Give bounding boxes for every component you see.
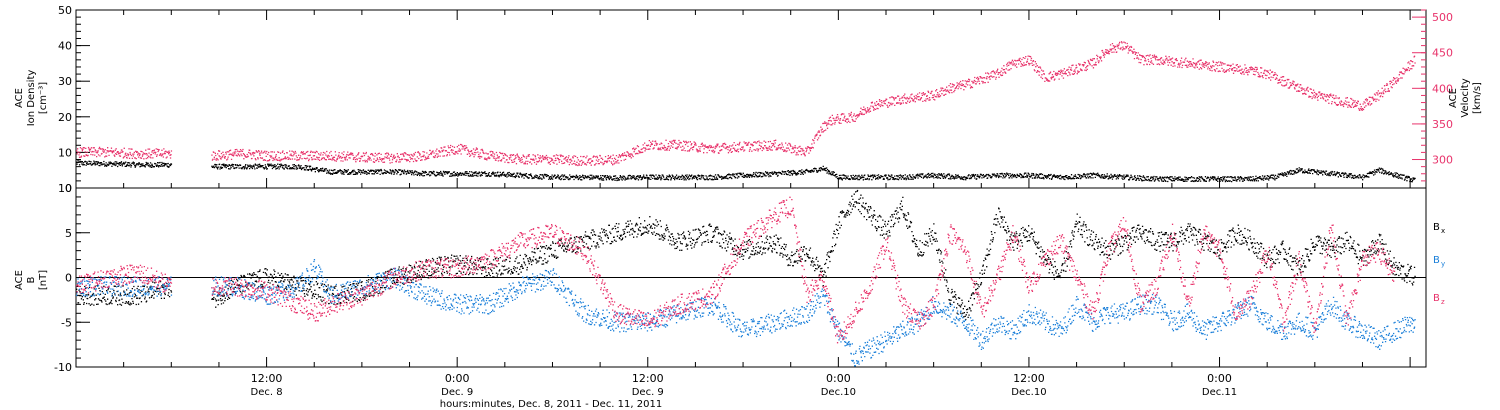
bottom-ylabel-line2: B <box>26 276 37 283</box>
x-tick-date-label: Dec.10 <box>821 387 856 398</box>
bfield-tick-label: 5 <box>65 227 72 240</box>
x-tick-time-label: 0:00 <box>1207 372 1232 385</box>
by-series <box>76 259 1416 367</box>
x-tick-date-label: Dec. 9 <box>632 387 664 398</box>
x-tick-date-label: Dec.11 <box>1202 387 1237 398</box>
legend-bz-label: B <box>1433 293 1440 304</box>
density-series <box>76 159 1416 183</box>
time-axis: 12:00 Dec. 8 0:00 Dec. 9 12:00 Dec. 9 0:00 Dec.… <box>75 10 1411 398</box>
legend-bz: B z <box>1433 293 1445 306</box>
x-tick-time-label: 12:00 <box>632 372 664 385</box>
density-tick-label: 10 <box>58 146 72 159</box>
density-tick-label: 20 <box>58 111 72 124</box>
legend-bz-sub: z <box>1441 298 1445 306</box>
bfield-tick-label: 10 <box>58 182 72 195</box>
velocity-tick-label: 500 <box>1432 11 1453 24</box>
top-ylabel-line1: ACE <box>14 88 25 108</box>
top-ylabel-line2: Ion Density <box>26 70 37 127</box>
density-tick-label: 0 <box>65 182 72 195</box>
density-tick-label: 40 <box>58 40 72 53</box>
by-series-points <box>76 259 1416 367</box>
panel-frame <box>75 9 1427 189</box>
velocity-tick-label: 450 <box>1432 47 1453 60</box>
bfield-tick-label: -5 <box>61 316 72 329</box>
x-tick-date-label: Dec. 9 <box>441 387 473 398</box>
velocity-tick-label: 300 <box>1432 154 1453 167</box>
legend-bx-label: B <box>1433 222 1440 233</box>
top-ylabel-line3: [cm⁻³] <box>38 82 49 114</box>
legend-by-sub: y <box>1441 260 1445 268</box>
top-ylabel2-line2: Velocity <box>1460 78 1471 117</box>
legend-bx-sub: x <box>1441 227 1445 235</box>
density-tick-label: 30 <box>58 75 72 88</box>
x-tick-date-label: Dec. 8 <box>251 387 283 398</box>
bz-series <box>76 196 1396 344</box>
bx-series-points <box>76 189 1416 321</box>
x-tick-time-label: 12:00 <box>1013 372 1045 385</box>
legend-by-label: B <box>1433 255 1440 266</box>
x-tick-date-label: Dec.10 <box>1011 387 1046 398</box>
density-series-points <box>76 159 1416 183</box>
bz-series-points <box>76 196 1396 344</box>
top-ylabel2-line3: [km/s] <box>1472 82 1483 114</box>
velocity-series <box>76 41 1416 167</box>
x-tick-time-label: 12:00 <box>251 372 283 385</box>
bottom-ylabel-line1: ACE <box>14 270 25 290</box>
velocity-tick-label: 400 <box>1432 82 1453 95</box>
bfield-tick-label: 0 <box>65 272 72 285</box>
top-ylabel2-line1: ACE <box>1448 88 1459 108</box>
bx-series <box>76 189 1416 321</box>
bottom-ylabel-line3: [nT] <box>38 270 49 290</box>
x-axis-title: hours:minutes, Dec. 8, 2011 - Dec. 11, 2… <box>440 399 662 410</box>
velocity-tick-label: 350 <box>1432 118 1453 131</box>
bfield-tick-label: -10 <box>54 361 72 374</box>
bottom-panel-magnetic-field: -10 -5 0 5 10 <box>54 182 1427 374</box>
legend-bx: B x <box>1433 222 1445 235</box>
density-tick-label: 50 <box>58 4 72 17</box>
velocity-series-points <box>76 41 1416 167</box>
legend-by: B y <box>1433 255 1445 268</box>
x-tick-time-label: 0:00 <box>445 372 470 385</box>
x-tick-time-label: 0:00 <box>826 372 851 385</box>
